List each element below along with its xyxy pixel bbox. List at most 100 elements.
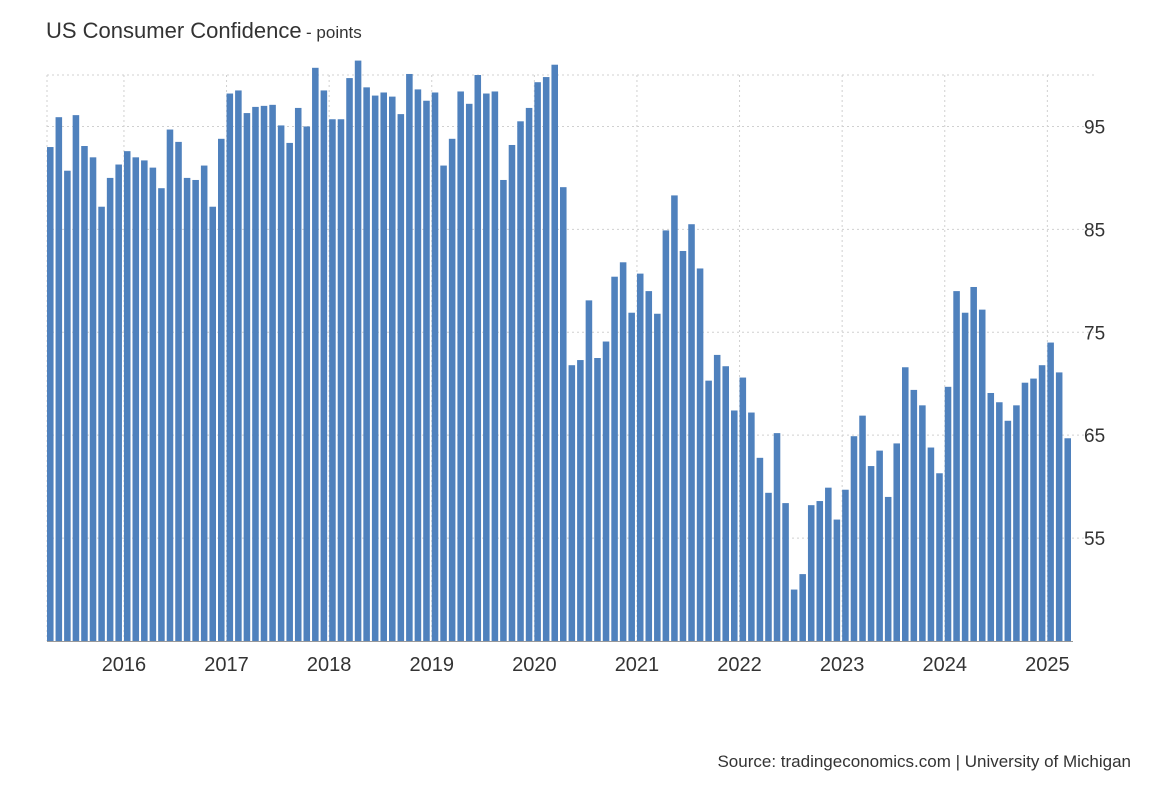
bar: [722, 366, 729, 641]
bar: [465, 103, 473, 641]
bar: [457, 91, 464, 642]
bar: [320, 90, 328, 641]
bar: [269, 104, 276, 642]
bar: [713, 354, 721, 641]
y-tick-label: 75: [1084, 323, 1105, 344]
x-tick-label: 2016: [102, 654, 147, 676]
chart-title: US Consumer Confidence: [46, 18, 302, 43]
y-tick-label: 55: [1084, 529, 1105, 550]
bar: [705, 380, 712, 641]
bar: [98, 206, 105, 641]
bar: [534, 82, 541, 641]
bar: [996, 402, 1003, 641]
bar: [141, 160, 148, 641]
bar: [389, 96, 396, 642]
bar: [209, 206, 216, 641]
source-credit: Source: tradingeconomics.com | Universit…: [717, 752, 1131, 771]
bar: [47, 147, 54, 642]
bar: [132, 157, 140, 641]
bar: [55, 117, 63, 641]
bar: [431, 92, 439, 642]
x-tick-label: 2020: [512, 654, 557, 676]
bar: [807, 505, 815, 641]
x-tick-label: 2018: [307, 654, 352, 676]
bar: [491, 91, 499, 642]
bar: [893, 443, 900, 641]
bar: [654, 313, 661, 641]
bar: [1021, 382, 1029, 641]
bar: [645, 291, 653, 641]
bar: [602, 341, 610, 641]
y-tick-label: 65: [1084, 426, 1105, 447]
bar: [748, 412, 755, 641]
bar: [867, 466, 875, 641]
bars: [47, 60, 1071, 642]
bar: [277, 125, 285, 642]
bar: [970, 286, 977, 641]
bar: [286, 142, 293, 642]
y-tick-label: 85: [1084, 220, 1105, 241]
bar: [371, 95, 379, 641]
bar: [406, 73, 413, 642]
bar: [252, 106, 259, 641]
bar: [619, 262, 627, 641]
bar: [696, 268, 704, 641]
bar: [260, 105, 268, 642]
bar: [303, 126, 311, 641]
bar: [560, 187, 567, 642]
bar: [765, 492, 772, 641]
bar: [636, 273, 644, 641]
x-tick-label: 2025: [1025, 654, 1070, 676]
bar: [825, 487, 832, 641]
bar: [106, 177, 114, 641]
bar: [1047, 342, 1054, 641]
chart-title-row: US Consumer Confidence - points: [46, 18, 362, 44]
bar: [517, 121, 524, 641]
bar: [739, 377, 747, 641]
bar: [816, 501, 824, 641]
bar: [363, 87, 370, 642]
y-tick-label: 95: [1084, 117, 1105, 138]
bar: [902, 367, 909, 641]
bar: [1013, 405, 1020, 641]
bar: [226, 93, 234, 641]
bar: [414, 89, 422, 641]
bar: [440, 165, 447, 641]
bar: [594, 358, 601, 641]
bar: [944, 386, 952, 641]
bar: [910, 389, 918, 641]
bar: [166, 129, 174, 642]
bar: [662, 230, 670, 641]
bar: [577, 360, 584, 641]
bar: [500, 179, 507, 641]
x-tick-label: 2017: [204, 654, 249, 676]
bar: [200, 165, 208, 641]
bar: [731, 410, 738, 641]
bar: [551, 64, 558, 641]
x-tick-label: 2022: [717, 654, 762, 676]
x-tick-label: 2023: [820, 654, 865, 676]
bar: [474, 75, 482, 641]
bar: [1004, 420, 1012, 641]
bar: [790, 589, 798, 641]
bar: [961, 312, 969, 641]
bar: [218, 138, 225, 642]
bar: [688, 224, 695, 641]
bar: [525, 107, 533, 642]
bar: [782, 503, 789, 641]
bar: [72, 115, 80, 641]
bar: [115, 164, 122, 641]
bar: [81, 146, 88, 641]
bar: [919, 405, 926, 641]
bar: [448, 138, 456, 642]
bar: [756, 457, 764, 641]
bar: [927, 447, 935, 641]
bar: [859, 415, 866, 641]
bar: [568, 365, 576, 641]
bar: [773, 433, 781, 641]
bar: [850, 436, 858, 641]
bar: [1038, 365, 1046, 641]
bar: [884, 496, 892, 641]
bar: [346, 78, 353, 642]
